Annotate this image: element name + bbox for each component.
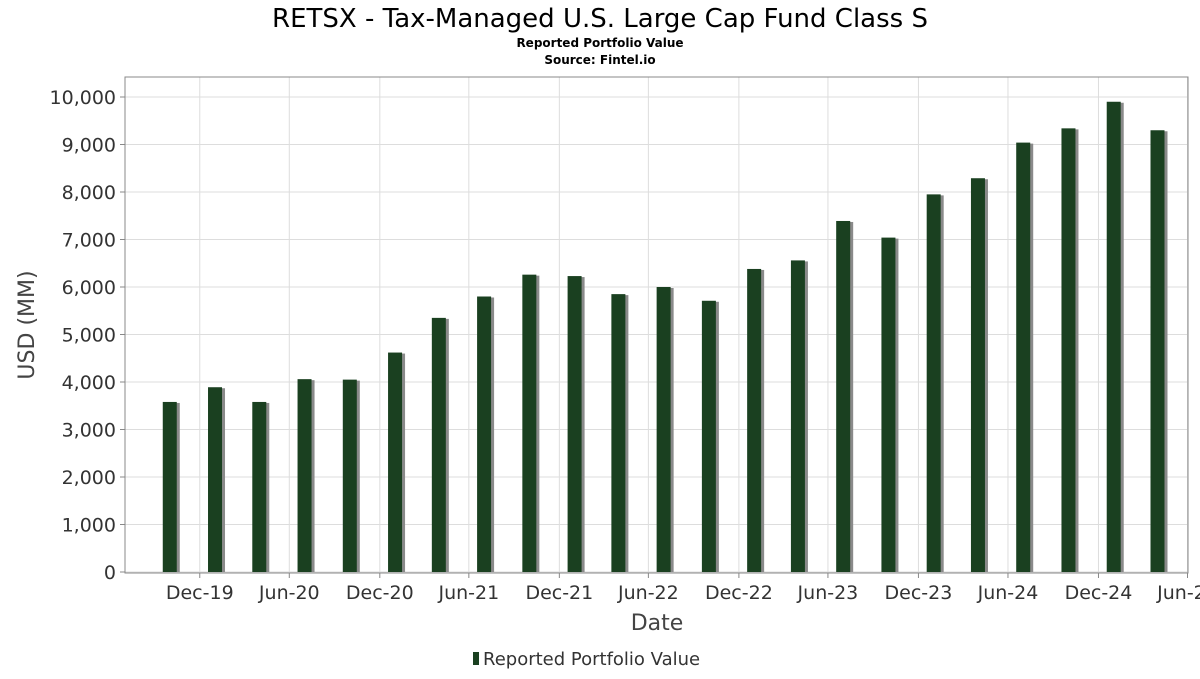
bar (388, 352, 403, 572)
x-axis-ticks: Dec-19 Jun-20 Dec-20 Jun-21 Dec-21 Jun-22 Dec-… (166, 573, 1200, 604)
x-tick-label: Jun-25 (1156, 582, 1200, 604)
bars (162, 101, 1168, 572)
bar (836, 220, 851, 572)
bar (701, 300, 716, 572)
y-axis-label: USD (MM) (15, 270, 40, 379)
y-tick-label: 10,000 (50, 87, 116, 109)
y-tick-label: 8,000 (62, 182, 116, 204)
chart-title: RETSX - Tax-Managed U.S. Large Cap Fund … (272, 4, 928, 34)
plot-area (124, 76, 1189, 574)
bar (881, 237, 896, 572)
bar (252, 401, 267, 572)
bar (970, 178, 985, 572)
x-axis-label: Date (631, 611, 684, 636)
x-tick-label: Dec-19 (166, 582, 234, 604)
bar (567, 276, 582, 572)
chart-source: Source: Fintel.io (544, 53, 655, 67)
chart-subtitle: Reported Portfolio Value (516, 36, 683, 50)
bar (1150, 130, 1165, 572)
bar (162, 401, 177, 572)
bar (1061, 128, 1076, 572)
y-tick-label: 7,000 (62, 230, 116, 252)
x-tick-label: Dec-20 (346, 582, 414, 604)
y-tick-label: 6,000 (62, 277, 116, 299)
bar (790, 260, 805, 572)
x-tick-label: Jun-22 (617, 582, 679, 604)
y-tick-label: 3,000 (62, 420, 116, 442)
bar (611, 294, 626, 572)
bar (747, 268, 762, 572)
x-tick-label: Jun-21 (437, 582, 499, 604)
x-tick-label: Dec-23 (885, 582, 953, 604)
x-tick-label: Jun-23 (797, 582, 859, 604)
legend: Reported Portfolio Value (473, 649, 700, 670)
x-tick-label: Dec-21 (525, 582, 593, 604)
bar (342, 379, 357, 572)
legend-label: Reported Portfolio Value (483, 649, 700, 670)
x-tick-label: Jun-20 (258, 582, 320, 604)
x-tick-label: Dec-22 (705, 582, 773, 604)
bar (656, 287, 671, 572)
bar (431, 317, 446, 572)
x-tick-label: Jun-24 (977, 582, 1039, 604)
x-tick-label: Dec-24 (1065, 582, 1133, 604)
legend-swatch (473, 652, 479, 665)
y-tick-label: 5,000 (62, 325, 116, 347)
y-tick-label: 4,000 (62, 372, 116, 394)
bar (1016, 142, 1031, 572)
y-axis-ticks: 0 1,000 2,000 3,000 4,000 5,000 6,000 7,000 8,00… (50, 87, 125, 584)
y-tick-label: 0 (104, 562, 116, 584)
bar (297, 379, 312, 572)
y-tick-label: 9,000 (62, 135, 116, 157)
bar (522, 274, 537, 572)
y-tick-label: 1,000 (62, 515, 116, 537)
bar (208, 387, 223, 572)
bar (926, 194, 941, 572)
y-tick-label: 2,000 (62, 467, 116, 489)
bar (1106, 101, 1121, 572)
bar (477, 296, 492, 572)
